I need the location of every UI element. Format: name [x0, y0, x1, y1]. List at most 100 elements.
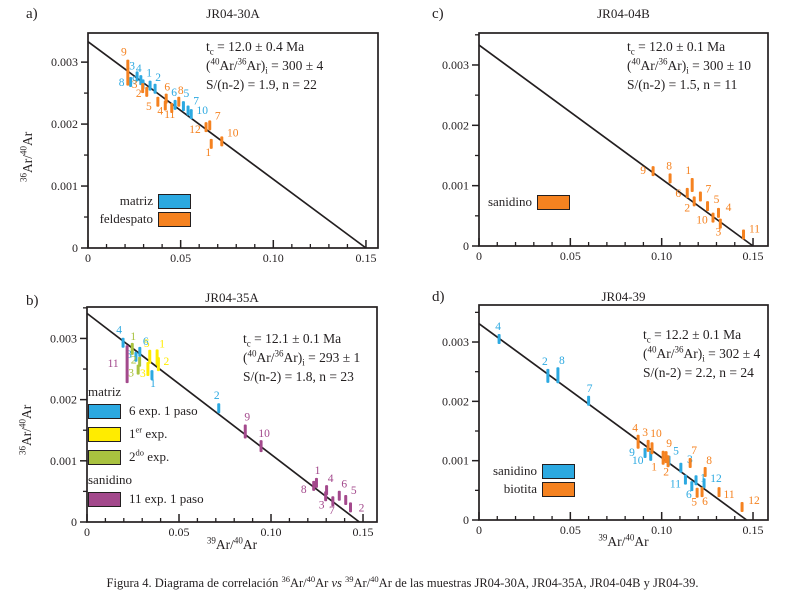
legend-label: sanidino [487, 194, 532, 209]
point-label: 8 [119, 77, 125, 89]
fit-line: S/(n-2) = 1.9, n = 22 [206, 77, 317, 92]
data-point [314, 477, 318, 488]
data-point [148, 349, 152, 364]
point-label: 6 [341, 479, 347, 491]
data-point [556, 367, 560, 384]
data-point [666, 455, 670, 468]
point-label: 10 [196, 105, 208, 117]
data-point [692, 196, 696, 207]
point-label: 5 [673, 446, 679, 458]
point-label: 2 [131, 355, 137, 367]
point-label: 1 [700, 472, 706, 484]
point-label: 2 [542, 356, 548, 368]
legend-item: 6 exp. 1 paso [88, 403, 204, 419]
point-label: 7 [193, 95, 199, 107]
data-point [643, 447, 647, 458]
data-point [217, 403, 221, 414]
y-tick-label: 0.003 [442, 58, 469, 72]
stats-annotation: tc = 12.0 ± 0.4 Ma (40Ar/36Ar)i = 300 ± … [206, 37, 323, 94]
y-tick-label: 0.001 [51, 179, 78, 193]
point-label: 3 [715, 227, 721, 239]
point-label: 1 [651, 462, 657, 474]
y-tick-label: 0 [71, 515, 77, 529]
point-label: 4 [495, 321, 501, 333]
point-label: 8 [666, 160, 672, 172]
plot-border [86, 306, 378, 523]
data-point [742, 229, 746, 240]
y-tick-label: 0.002 [442, 394, 469, 408]
data-point [121, 337, 125, 348]
point-label: 1 [159, 338, 165, 350]
panel-c: 0 0.05 0.10 0.15 0 0.001 0.002 0.003 9 8 1 6 7 2 5 4 10 3… [405, 0, 805, 285]
data-point [331, 496, 335, 507]
data-point [312, 480, 316, 491]
ratio-line: (40Ar/36Ar)i = 300 ± 4 [206, 56, 324, 76]
point-label: 5 [184, 88, 190, 100]
point-label: 7 [215, 110, 221, 122]
point-label: 1 [315, 465, 321, 477]
y-tick-label: 0.001 [50, 454, 77, 468]
legend-c: sanidino [462, 193, 570, 211]
legend-label: matriz [119, 193, 153, 208]
data-point [711, 212, 715, 223]
x-tick-label: 0.10 [651, 249, 672, 263]
point-label: 4 [136, 63, 142, 75]
point-label: 5 [144, 338, 150, 350]
panel-title: JR04-35A [205, 290, 259, 305]
x-tick-label: 0.05 [560, 249, 581, 263]
stats-annotation: tc = 12.1 ± 0.1 Ma (40Ar/36Ar)i = 293 ± … [243, 329, 360, 386]
fit-line: S/(n-2) = 2.2, n = 24 [643, 365, 754, 380]
data-point [688, 458, 692, 469]
panel-title: JR04-39 [601, 289, 646, 304]
data-point [181, 101, 185, 112]
point-label: 10 [258, 428, 270, 440]
plot-border [478, 32, 769, 247]
panel-d: 00.050.100.1500.0010.0020.00342879105311… [405, 285, 805, 577]
data-point [546, 368, 550, 383]
x-tick-label: 0.05 [169, 525, 190, 539]
legend-item: matriz [83, 192, 191, 210]
data-point [646, 439, 650, 452]
ratio-line: (40Ar/36Ar)i = 293 ± 1 [243, 348, 361, 368]
point-label: 4 [632, 423, 638, 435]
x-axis-label: 39Ar/40Ar [206, 535, 258, 552]
point-label: 2 [164, 356, 170, 368]
point-label: 3 [128, 368, 134, 380]
panel-a: 0 0.05 0.10 0.15 0 0.001 0.002 0.003 8 3 4 9 1 2 6 5 7 10… [0, 0, 405, 285]
point-label: 9 [244, 411, 250, 423]
age-line: tc = 12.0 ± 0.4 Ma [206, 39, 305, 57]
point-label: 6 [686, 489, 692, 501]
data-point [173, 99, 177, 110]
data-point [148, 80, 152, 91]
x-axis-label: 39Ar/40Ar [598, 532, 649, 549]
point-label: 3 [140, 368, 146, 380]
point-label: 3 [129, 60, 135, 72]
data-point [141, 83, 145, 94]
data-point [497, 334, 501, 345]
data-point [700, 487, 704, 498]
point-label: 4 [328, 473, 334, 485]
matriz-swatch [158, 193, 191, 209]
legend-item: 11 exp. 1 paso [88, 491, 204, 507]
panel-letter: d) [432, 289, 445, 305]
x-tick-label: 0 [476, 523, 482, 537]
legend-item: sanidino [462, 193, 570, 211]
biotita-swatch [542, 481, 575, 497]
data-point [135, 71, 139, 82]
stats-annotation: tc = 12.0 ± 0.1 Ma (40Ar/36Ar)i = 300 ± … [627, 37, 751, 94]
x-tick-label: 0 [84, 525, 90, 539]
point-label: 7 [329, 505, 335, 517]
point-label: 2 [684, 202, 690, 214]
data-point [209, 138, 213, 149]
point-label: 12 [748, 495, 760, 507]
fit-line: S/(n-2) = 1.8, n = 23 [243, 369, 354, 384]
point-label: 1 [685, 165, 691, 177]
primer-exp-swatch [88, 426, 121, 442]
legend-a: matriz feldespato [83, 192, 191, 228]
point-label: 6 [702, 496, 708, 508]
age-line: tc = 12.0 ± 0.1 Ma [627, 39, 726, 57]
isochron-plot-c: 0 0.05 0.10 0.15 0 0.001 0.002 0.003 9 8 16 7 2 54 10 3… [442, 32, 769, 263]
data-point [706, 201, 710, 212]
point-label: 2 [214, 390, 220, 402]
